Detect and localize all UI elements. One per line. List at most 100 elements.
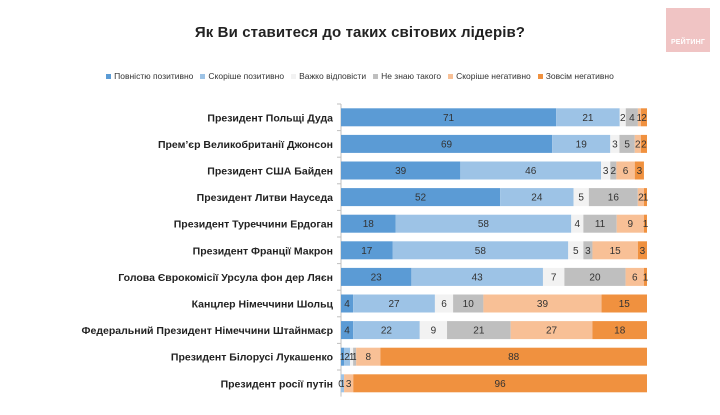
- data-label: 4: [575, 219, 581, 230]
- bar-segment: [542, 267, 565, 286]
- data-label: 20: [589, 272, 601, 283]
- legend-label: Скоріше негативно: [456, 71, 531, 81]
- category-label: Президент Туреччини Ердоган: [174, 219, 333, 231]
- legend-swatch: [106, 73, 112, 79]
- category-label: Президент Польщі Дуда: [207, 112, 333, 124]
- legend-label: Зовсім негативно: [545, 71, 614, 81]
- data-label: 1: [637, 113, 643, 124]
- bar-segment: [610, 161, 617, 180]
- bar-segment: [341, 294, 354, 313]
- legend-item: Важко відповісти: [291, 71, 366, 81]
- bar-segment: [341, 347, 345, 366]
- legend-label: Важко відповісти: [299, 71, 367, 81]
- bar-segment: [634, 134, 641, 153]
- bar-segment: [616, 214, 644, 233]
- chart-title: Як Ви ставитеся до таких світових лідері…: [194, 24, 526, 41]
- data-label: 96: [495, 379, 507, 390]
- bar-segment: [356, 347, 381, 366]
- data-label: 3: [612, 139, 618, 150]
- bar-segment: [592, 241, 638, 260]
- bar-segment: [619, 134, 635, 153]
- data-label: 1: [643, 219, 649, 230]
- category-label: Голова Єврокомісії Урсула фон дер Ляєн: [118, 272, 333, 284]
- category-label: Федеральний Президент Німеччини Штайнмає…: [82, 325, 333, 337]
- bar-segment: [353, 321, 420, 340]
- data-label: 5: [573, 246, 579, 257]
- bar-segment: [344, 347, 351, 366]
- bar-segment: [419, 321, 448, 340]
- bar-segment: [625, 267, 644, 286]
- data-label: 27: [546, 326, 558, 337]
- bar-segment: [625, 108, 638, 127]
- data-label: 5: [578, 193, 584, 204]
- data-label: 9: [431, 326, 437, 337]
- category-label: Прем’єр Великобританії Джонсон: [158, 139, 333, 151]
- category-label: Президент Франції Макрон: [193, 245, 333, 257]
- bar-segment: [344, 374, 354, 393]
- bar-segment: [571, 214, 584, 233]
- data-label: 46: [525, 166, 537, 177]
- bar-segment: [643, 214, 647, 233]
- bar-segment: [434, 294, 454, 313]
- bar-segment: [640, 134, 647, 153]
- bar-segment: [583, 214, 617, 233]
- bar-segment: [610, 134, 620, 153]
- bar-segment: [634, 161, 644, 180]
- data-label: 58: [478, 219, 490, 230]
- bar-segment: [395, 214, 572, 233]
- data-label: 1: [349, 352, 355, 363]
- bar-segment: [568, 241, 584, 260]
- data-label: 24: [531, 193, 543, 204]
- data-label: 52: [415, 193, 427, 204]
- data-label: 39: [537, 299, 549, 310]
- legend-label: Не знаю такого: [381, 71, 442, 81]
- bar-segment: [341, 321, 354, 340]
- chart-legend: Повністю позитивно Скоріше позитивно Важко…: [0, 71, 720, 81]
- data-label: 71: [443, 113, 455, 124]
- data-label: 4: [344, 326, 350, 337]
- bar-segment: [637, 188, 644, 207]
- legend-swatch: [537, 73, 543, 79]
- data-label: 43: [472, 272, 484, 283]
- bar-segment: [637, 241, 647, 260]
- legend-item: Скоріше позитивно: [200, 71, 284, 81]
- data-label: 23: [371, 272, 383, 283]
- bar-segment: [643, 267, 647, 286]
- bar-segment: [341, 374, 345, 393]
- bar-segment: [510, 321, 593, 340]
- data-label: 21: [473, 326, 485, 337]
- data-label: 7: [551, 272, 557, 283]
- data-label: 18: [614, 326, 626, 337]
- data-label: 69: [441, 139, 453, 150]
- data-label: 17: [361, 246, 373, 257]
- bar-segment: [411, 267, 543, 286]
- bar-segment: [483, 294, 602, 313]
- legend-item: Зовсім негативно: [537, 71, 614, 81]
- data-label: 1: [643, 193, 649, 204]
- category-label: Канцлер Німеччини Шольц: [192, 299, 334, 311]
- bar-segment: [601, 161, 611, 180]
- bar-segment: [341, 214, 396, 233]
- bar-segment: [353, 294, 435, 313]
- data-label: 2: [620, 113, 626, 124]
- data-label: 2: [344, 352, 350, 363]
- bar-segment: [588, 188, 638, 207]
- bar-segment: [453, 294, 484, 313]
- data-label: 2: [641, 139, 647, 150]
- logo-text: РЕЙТИНГ: [670, 39, 706, 46]
- bar-segment: [564, 267, 626, 286]
- data-label: 3: [346, 379, 352, 390]
- bar-segment: [350, 347, 354, 366]
- legend-swatch: [448, 73, 454, 79]
- category-label: Президент Литви Науседа: [197, 192, 334, 204]
- data-label: 1: [340, 379, 346, 390]
- bar-segment: [341, 267, 412, 286]
- data-label: 16: [608, 193, 620, 204]
- bar-segment: [353, 347, 357, 366]
- data-label: 1: [340, 352, 346, 363]
- rating-logo: РЕЙТИНГ: [666, 8, 710, 52]
- bar-segment: [341, 108, 557, 127]
- bar-segment: [353, 374, 647, 393]
- data-label: 39: [395, 166, 407, 177]
